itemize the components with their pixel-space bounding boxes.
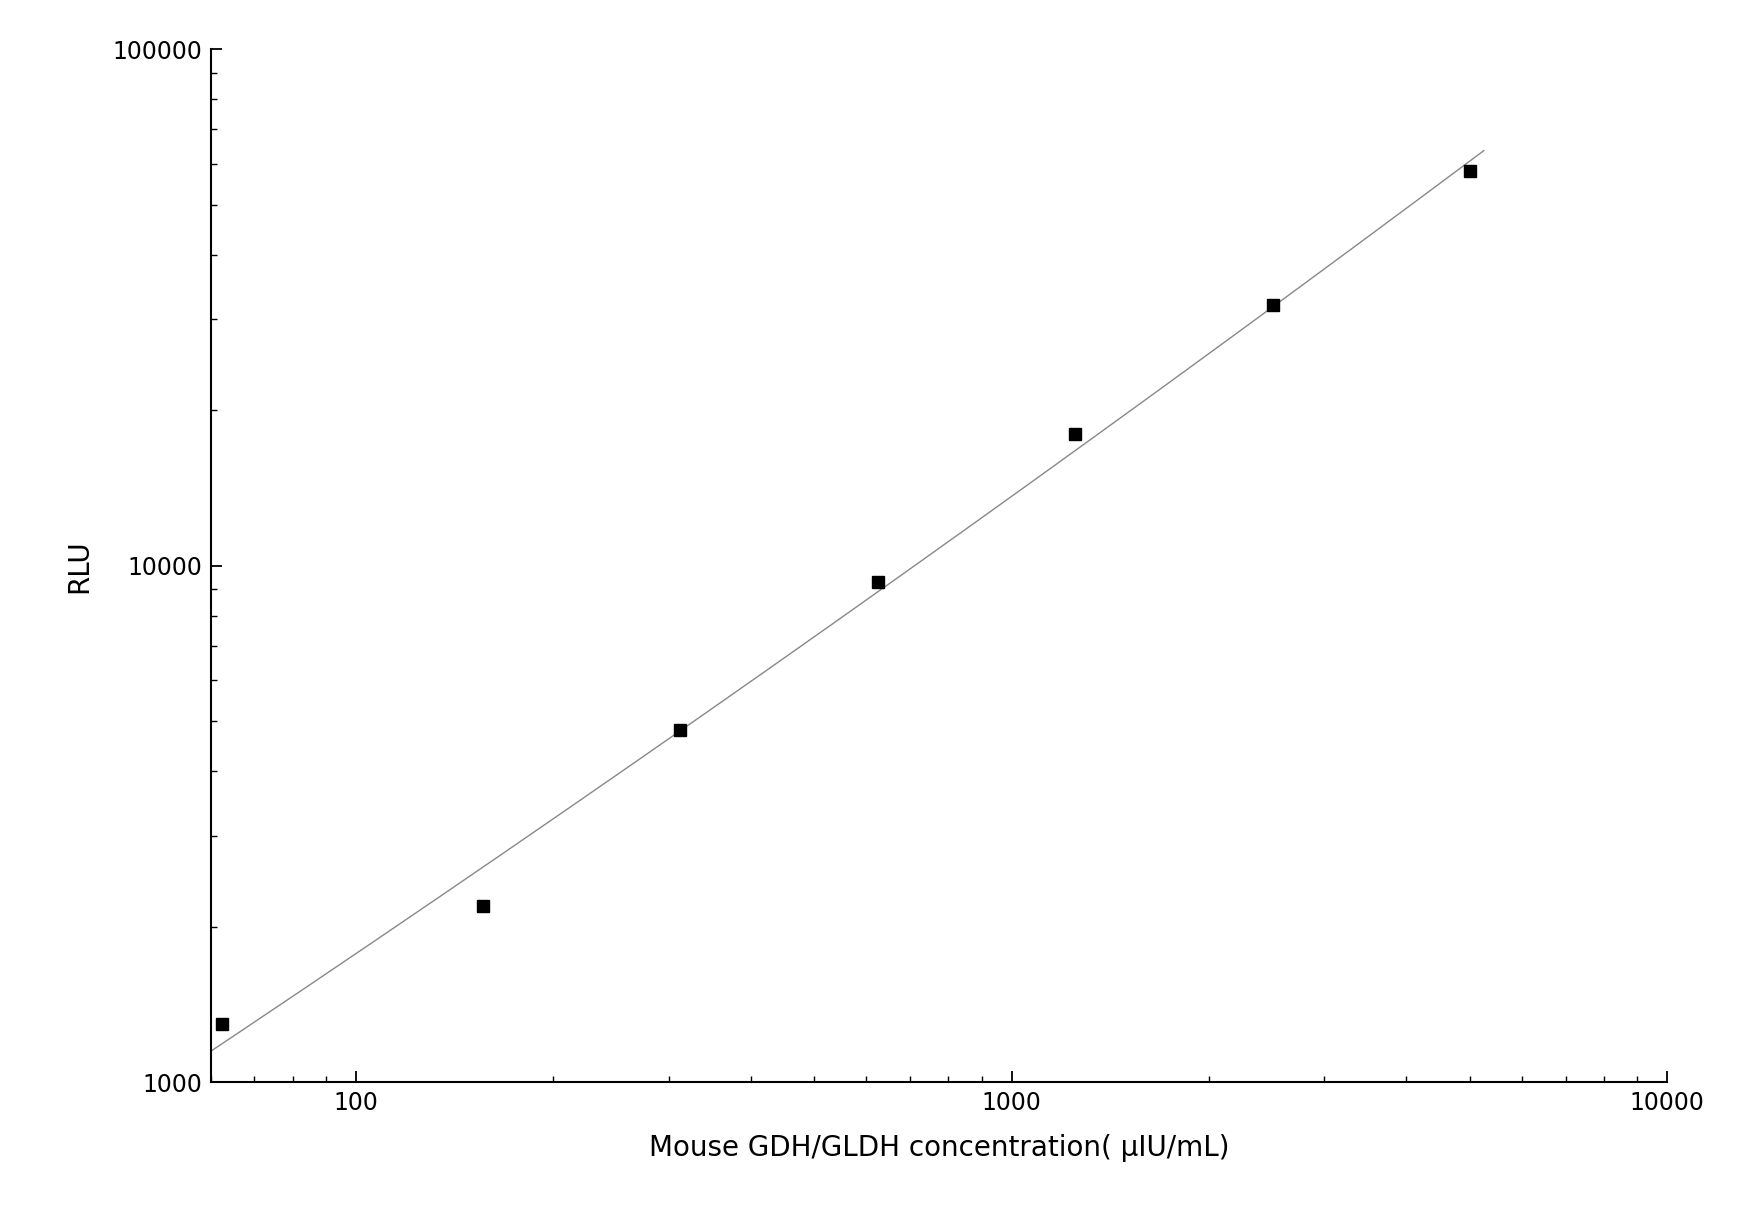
- Y-axis label: RLU: RLU: [65, 539, 93, 593]
- X-axis label: Mouse GDH/GLDH concentration( μIU/mL): Mouse GDH/GLDH concentration( μIU/mL): [649, 1134, 1228, 1162]
